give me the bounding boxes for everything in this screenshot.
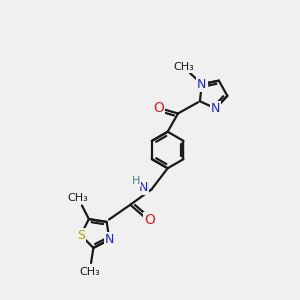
Text: O: O bbox=[145, 213, 155, 227]
Text: S: S bbox=[77, 229, 85, 242]
Text: CH₃: CH₃ bbox=[174, 62, 194, 73]
Text: O: O bbox=[153, 101, 164, 115]
Text: H: H bbox=[132, 176, 140, 186]
Text: N: N bbox=[105, 233, 114, 246]
Text: N: N bbox=[197, 78, 207, 91]
Text: CH₃: CH₃ bbox=[79, 267, 100, 277]
Text: N: N bbox=[139, 181, 148, 194]
Text: CH₃: CH₃ bbox=[68, 193, 88, 202]
Text: N: N bbox=[211, 102, 220, 115]
